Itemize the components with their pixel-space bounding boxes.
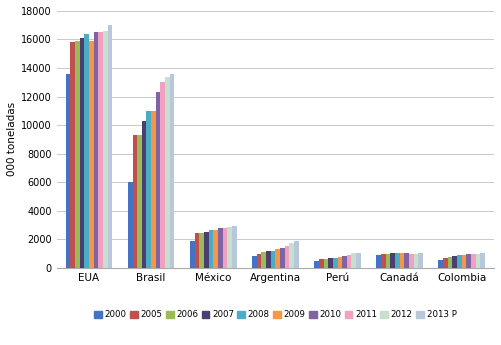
Bar: [395, 253, 400, 268]
Bar: [319, 259, 324, 268]
Bar: [257, 254, 262, 268]
Bar: [80, 38, 84, 268]
Bar: [75, 41, 80, 268]
Bar: [409, 254, 414, 268]
Bar: [443, 258, 448, 268]
Bar: [476, 254, 480, 268]
Bar: [381, 254, 386, 268]
Bar: [128, 182, 132, 268]
Bar: [294, 240, 299, 268]
Bar: [94, 32, 98, 268]
Bar: [232, 226, 236, 268]
Bar: [276, 249, 280, 268]
Bar: [222, 228, 227, 268]
Bar: [457, 255, 462, 268]
Bar: [98, 32, 103, 268]
Bar: [103, 31, 108, 268]
Bar: [151, 111, 156, 268]
Bar: [328, 258, 333, 268]
Bar: [452, 256, 457, 268]
Bar: [266, 250, 271, 268]
Bar: [314, 260, 319, 268]
Bar: [213, 230, 218, 268]
Bar: [89, 41, 94, 268]
Bar: [471, 254, 476, 268]
Bar: [290, 244, 294, 268]
Bar: [414, 254, 418, 268]
Bar: [108, 25, 112, 268]
Bar: [480, 253, 485, 268]
Bar: [338, 257, 342, 268]
Legend: 2000, 2005, 2006, 2007, 2008, 2009, 2010, 2011, 2012, 2013 P: 2000, 2005, 2006, 2007, 2008, 2009, 2010…: [94, 310, 456, 319]
Bar: [190, 240, 194, 268]
Bar: [376, 255, 381, 268]
Bar: [400, 253, 404, 268]
Bar: [252, 256, 257, 268]
Bar: [356, 253, 361, 268]
Bar: [66, 74, 70, 268]
Bar: [84, 34, 89, 268]
Bar: [160, 82, 165, 268]
Bar: [333, 258, 338, 268]
Bar: [199, 233, 204, 268]
Bar: [438, 260, 443, 268]
Bar: [386, 254, 390, 268]
Y-axis label: 000 toneladas: 000 toneladas: [7, 102, 17, 176]
Bar: [70, 42, 75, 268]
Bar: [142, 121, 146, 268]
Bar: [218, 228, 222, 268]
Bar: [137, 135, 142, 268]
Bar: [271, 250, 276, 268]
Bar: [390, 253, 395, 268]
Bar: [448, 257, 452, 268]
Bar: [204, 232, 208, 268]
Bar: [156, 92, 160, 268]
Bar: [418, 253, 423, 268]
Bar: [280, 248, 285, 268]
Bar: [170, 74, 174, 268]
Bar: [208, 230, 213, 268]
Bar: [262, 252, 266, 268]
Bar: [285, 246, 290, 268]
Bar: [132, 135, 137, 268]
Bar: [342, 256, 347, 268]
Bar: [146, 111, 151, 268]
Bar: [324, 259, 328, 268]
Bar: [194, 233, 199, 268]
Bar: [165, 77, 170, 268]
Bar: [466, 254, 471, 268]
Bar: [404, 253, 409, 268]
Bar: [227, 227, 232, 268]
Bar: [347, 255, 352, 268]
Bar: [462, 255, 466, 268]
Bar: [352, 253, 356, 268]
